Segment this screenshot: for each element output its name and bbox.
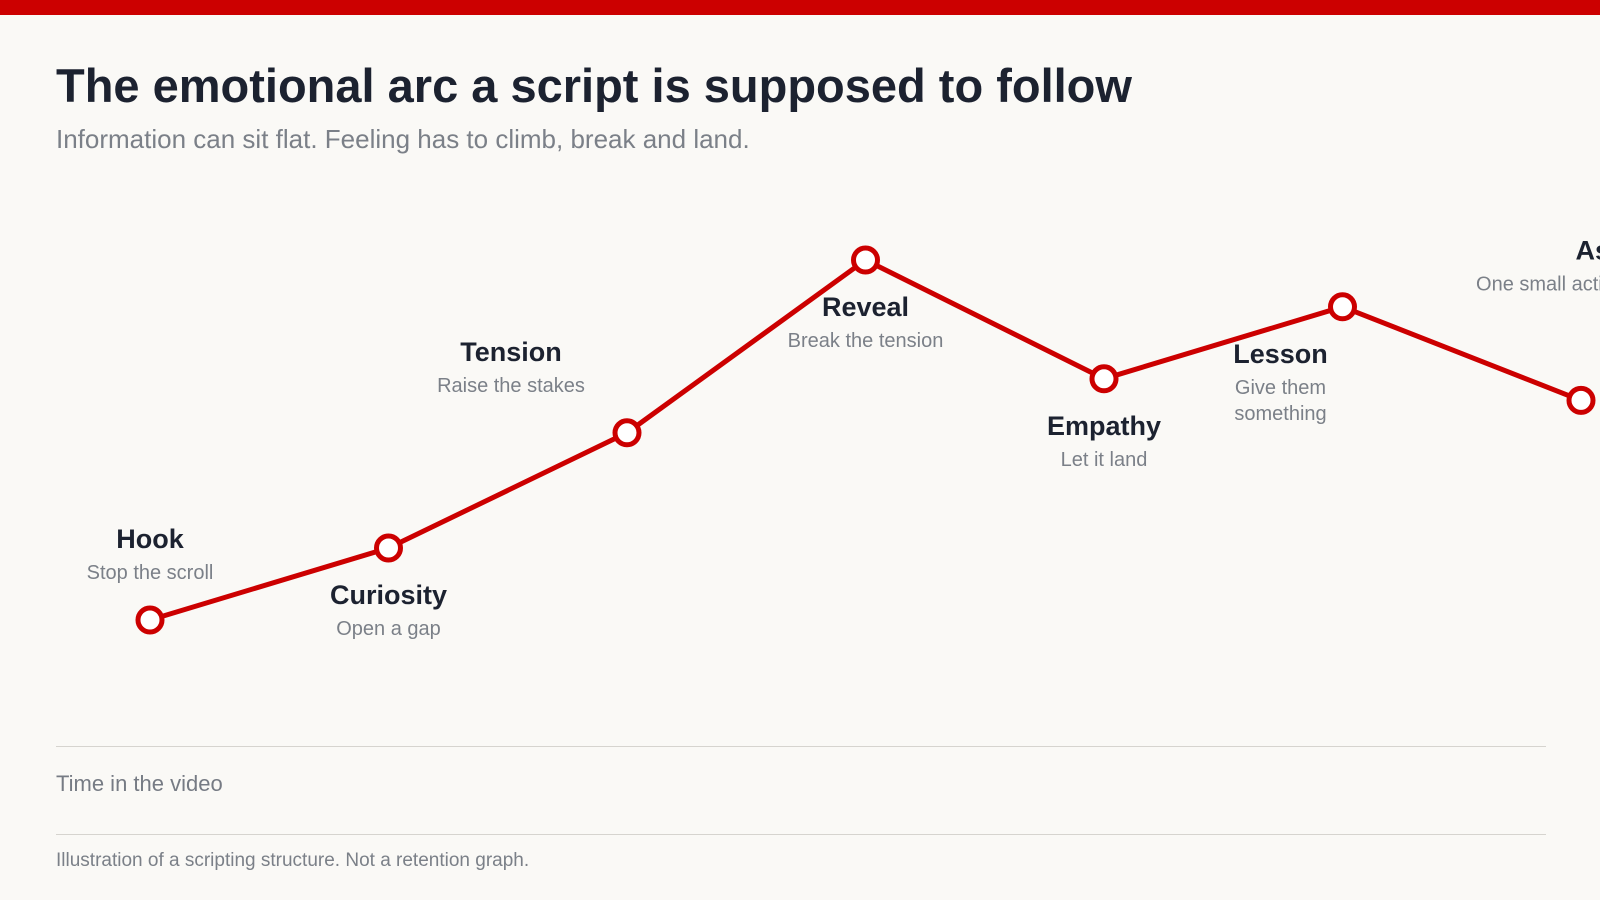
- point-empathy: [1089, 364, 1119, 394]
- point-tension: [612, 418, 642, 448]
- desc-curiosity: Open a gap: [336, 618, 441, 640]
- desc-hook: Stop the scroll: [87, 562, 214, 584]
- desc-tension: Raise the stakes: [437, 375, 585, 397]
- desc-ask: One small action: [1476, 273, 1600, 295]
- axis-divider: [56, 746, 1546, 747]
- point-hook: [135, 605, 165, 635]
- label-curiosity: Curiosity: [330, 580, 447, 610]
- desc-lesson-1: Give them: [1235, 377, 1326, 399]
- arc-point-layer: [135, 245, 1596, 635]
- top-accent-bar: [0, 0, 1600, 15]
- desc-reveal: Break the tension: [788, 330, 944, 352]
- chart-subtitle: Information can sit flat. Feeling has to…: [56, 124, 750, 154]
- label-lesson: Lesson: [1233, 339, 1328, 369]
- footnote: Illustration of a scripting structure. N…: [56, 850, 530, 871]
- chart-title: The emotional arc a script is supposed t…: [56, 59, 1132, 112]
- label-tension: Tension: [460, 337, 562, 367]
- point-curiosity: [374, 533, 403, 563]
- point-ask: [1566, 385, 1596, 415]
- point-lesson: [1328, 292, 1357, 322]
- footer-divider: [56, 834, 1546, 835]
- desc-empathy: Let it land: [1061, 449, 1148, 471]
- x-axis-label: Time in the video: [56, 771, 223, 796]
- label-ask: Ask: [1575, 235, 1600, 265]
- arc-label-layer: Hook Stop the scroll Curiosity Open a gap Te…: [87, 235, 1600, 640]
- desc-lesson-2: something: [1234, 403, 1326, 425]
- label-hook: Hook: [116, 524, 184, 554]
- label-reveal: Reveal: [822, 292, 909, 322]
- point-reveal: [851, 245, 880, 275]
- label-empathy: Empathy: [1047, 411, 1161, 441]
